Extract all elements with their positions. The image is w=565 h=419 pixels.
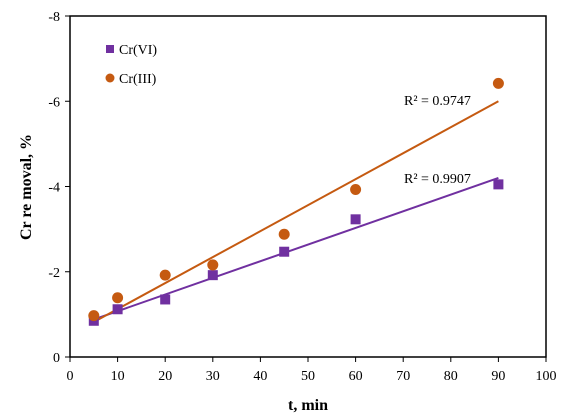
x-tick-label: 20 [158, 369, 172, 384]
y-tick-label: -4 [48, 181, 60, 196]
x-tick-label: 50 [301, 369, 315, 384]
y-axis-title: Cr re moval, % [18, 134, 35, 240]
r2-label: R² = 0.9907 [404, 172, 471, 187]
x-tick-label: 0 [67, 369, 74, 384]
data-point [493, 179, 504, 190]
x-tick-label: 70 [396, 369, 410, 384]
legend: Cr(VI) Cr(III) [105, 43, 157, 87]
legend-marker [105, 73, 115, 83]
y-axis-ticks: 0 -2 -4 -6 -8 [48, 10, 70, 366]
x-tick-label: 60 [349, 369, 363, 384]
x-tick-label: 90 [491, 369, 505, 384]
legend-label: Cr(VI) [119, 43, 157, 58]
x-tick-label: 40 [253, 369, 267, 384]
x-tick-label: 10 [111, 369, 125, 384]
trendline-1 [93, 100, 499, 323]
legend-marker [106, 45, 114, 53]
x-tick-label: 80 [444, 369, 458, 384]
y-tick-label: -8 [48, 10, 60, 25]
r2-label: R² = 0.9747 [404, 94, 471, 109]
data-point [207, 270, 218, 281]
data-point [279, 246, 290, 257]
data-point [160, 294, 171, 305]
y-tick-label: 0 [53, 351, 60, 366]
data-point [88, 310, 100, 322]
legend-label: Cr(III) [119, 72, 157, 87]
y-tick-label: -6 [48, 95, 60, 110]
x-tick-label: 100 [536, 369, 557, 384]
data-points [88, 77, 504, 326]
data-point [492, 77, 504, 89]
data-point [350, 214, 361, 225]
y-tick-label: -2 [48, 266, 60, 281]
data-point [112, 304, 123, 315]
data-point [278, 228, 290, 240]
x-axis-title: t, min [288, 397, 328, 414]
data-point [207, 259, 219, 271]
x-axis-ticks: 0 10 20 30 40 50 60 70 80 90 100 [67, 357, 557, 384]
data-point [350, 183, 362, 195]
data-point [159, 269, 171, 281]
x-tick-label: 30 [206, 369, 220, 384]
r2-labels: R² = 0.9907 R² = 0.9747 [404, 94, 471, 187]
data-point [112, 292, 124, 304]
